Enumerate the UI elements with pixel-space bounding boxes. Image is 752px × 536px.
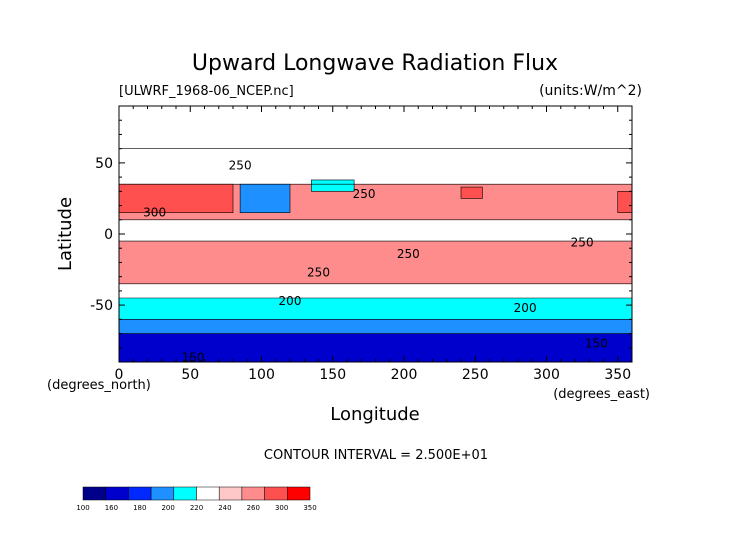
contour-label: 250 [307,265,330,279]
flux-band [119,219,632,242]
colorbar-swatch [218,486,243,501]
colorbar-swatch [128,486,152,501]
x-tick-label: 250 [462,367,489,383]
colorbar-label: 160 [105,504,118,512]
contour-label: 200 [514,301,537,315]
contour-label: 250 [229,159,252,173]
colorbar-label: 350 [303,504,316,512]
chart-title: Upward Longwave Radiation Flux [192,51,558,76]
x-tick-label: 0 [115,367,124,383]
flux-band [119,241,632,284]
colorbar-swatch [173,486,197,501]
contour-labels: 250 250 300 250 250 250 200 200 150 150 [143,159,608,365]
x-tick-label: 150 [319,367,346,383]
y-tick-label: 0 [104,227,113,243]
contour-label: 250 [571,236,594,250]
contour-label: 200 [279,294,302,308]
colorbar-swatch [264,486,288,501]
colorbar-swatch [82,486,106,501]
contour-label: 250 [353,187,376,201]
colorbar: 100 160 180 200 220 240 260 300 350 [76,486,317,512]
x-axis-label: Longitude [330,404,420,425]
colorbar-label: 100 [76,504,89,512]
x-tick-label: 300 [533,367,560,383]
x-tick-label: 350 [604,367,631,383]
colorbar-label: 240 [218,504,231,512]
colorbar-label: 200 [161,504,174,512]
flux-band [119,298,632,320]
colorbar-swatch [196,486,220,501]
hot-region [617,191,633,213]
flux-band [119,148,632,185]
contour-label: 150 [182,351,205,365]
colorbar-swatch [241,486,265,501]
contour-label: 250 [397,247,420,261]
x-tick-label: 100 [248,367,275,383]
colorbar-swatch [287,486,311,501]
colorbar-label: 300 [275,504,288,512]
plot-area [118,106,633,362]
colorbar-label: 220 [190,504,203,512]
colorbar-swatch [105,486,129,501]
contour-label: 150 [585,337,608,351]
x-tick-label: 50 [181,367,199,383]
y-tick-label: 50 [95,156,113,172]
contour-label: 300 [143,206,166,220]
flux-band [119,319,632,334]
cold-region [239,183,291,213]
colorbar-label: 180 [133,504,146,512]
hot-region [118,183,234,213]
x-axis: 0 50 100 150 200 250 300 350 [115,106,631,383]
hot-region [460,186,483,199]
y-axis: 50 0 -50 [90,119,632,349]
flux-band [119,106,632,149]
contour-interval-text: CONTOUR INTERVAL = 2.500E+01 [264,448,488,463]
cold-region [311,179,355,192]
flux-band [119,283,632,298]
y-axis-label: Latitude [55,197,76,271]
colorbar-label: 260 [247,504,260,512]
file-label: [ULWRF_1968-06_NCEP.nc] [119,84,294,99]
x-tick-label: 200 [391,367,418,383]
colorbar-swatch [150,486,175,501]
x-unit-label: (degrees_east) [553,387,650,402]
y-unit-label: (degrees_north) [47,378,151,393]
y-tick-label: -50 [90,298,113,314]
units-label: (units:W/m^2) [539,83,642,99]
